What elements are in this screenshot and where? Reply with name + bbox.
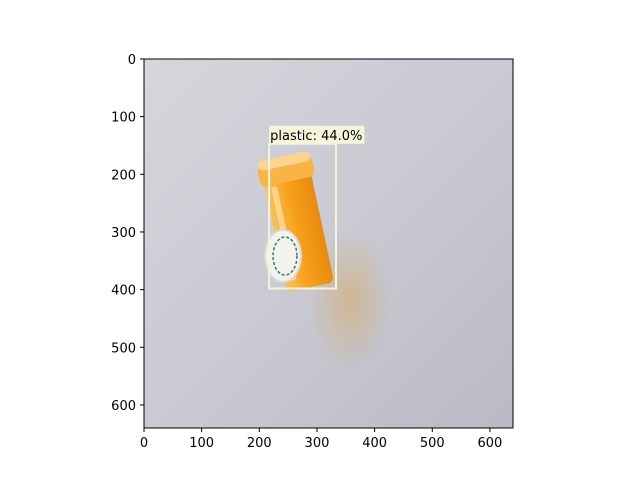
axes-frame xyxy=(143,58,514,429)
x-tick-label: 100 xyxy=(189,436,214,451)
cap-disc xyxy=(264,229,302,283)
detection-label-background xyxy=(269,125,365,144)
bottle-neck-ring xyxy=(257,157,315,187)
x-tick-label: 400 xyxy=(362,436,387,451)
y-tick-label: 100 xyxy=(111,111,136,126)
x-tick-label: 600 xyxy=(478,436,503,451)
y-tick-label: 400 xyxy=(111,284,136,299)
photo: plastic: 44.0% xyxy=(144,59,513,428)
detection-label: plastic: 44.0% xyxy=(270,129,362,144)
y-tick-label: 300 xyxy=(111,226,136,241)
x-tick-label: 300 xyxy=(305,436,330,451)
x-tick-label: 0 xyxy=(140,436,148,451)
y-tick-label: 200 xyxy=(111,168,136,183)
x-tick-label: 200 xyxy=(247,436,272,451)
bottle-rim xyxy=(258,151,310,171)
x-tick-label: 500 xyxy=(420,436,445,451)
y-axis: 0 100 200 300 400 500 600 xyxy=(111,53,144,414)
bottle-cap xyxy=(264,229,302,283)
y-tick-label: 0 xyxy=(128,53,136,68)
y-tick-label: 600 xyxy=(111,399,136,414)
x-axis: 0 100 200 300 400 500 600 xyxy=(140,428,502,451)
y-tick-label: 500 xyxy=(111,341,136,356)
